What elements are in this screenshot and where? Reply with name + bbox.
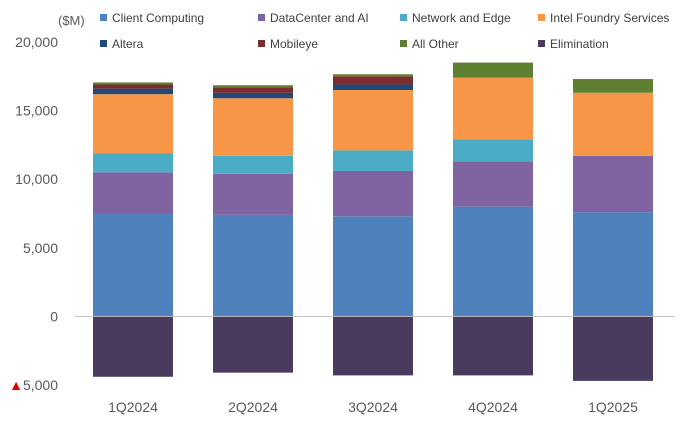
y-axis-unit-label: ($M) xyxy=(58,13,85,28)
bar-intel-foundry-services-3q2024 xyxy=(333,90,413,151)
y-axis: 20,000 15,000 10,000 5,000 0 ▲5,000 xyxy=(9,34,58,393)
legend-swatch-all-other xyxy=(400,40,407,47)
bar-elimination-3q2024 xyxy=(333,316,413,376)
legend-swatch-datacenter-and-ai xyxy=(258,14,265,21)
y-tick-label: 5,000 xyxy=(23,240,58,256)
bar-client-computing-1q2024 xyxy=(93,213,173,317)
legend-label-intel-foundry-services: Intel Foundry Services xyxy=(550,11,669,25)
bar-elimination-1q2024 xyxy=(93,316,173,377)
bars xyxy=(93,62,653,381)
bar-client-computing-1q2025 xyxy=(573,212,653,317)
bar-intel-foundry-services-4q2024 xyxy=(453,77,533,140)
bar-client-computing-3q2024 xyxy=(333,216,413,317)
bar-mobileye-2q2024 xyxy=(213,87,293,93)
bar-intel-foundry-services-1q2025 xyxy=(573,92,653,156)
bar-datacenter-and-ai-3q2024 xyxy=(333,170,413,217)
bar-all-other-1q2025 xyxy=(573,79,653,93)
bar-mobileye-1q2024 xyxy=(93,84,173,89)
bar-elimination-2q2024 xyxy=(213,316,293,373)
bar-elimination-1q2025 xyxy=(573,316,653,381)
bar-datacenter-and-ai-4q2024 xyxy=(453,161,533,207)
legend-label-elimination: Elimination xyxy=(550,37,609,51)
x-tick-label-1q2025: 1Q2025 xyxy=(588,399,638,415)
bar-network-and-edge-1q2024 xyxy=(93,153,173,173)
bar-all-other-4q2024 xyxy=(453,62,533,78)
bar-altera-2q2024 xyxy=(213,92,293,99)
legend-swatch-mobileye xyxy=(258,40,265,47)
bar-altera-1q2024 xyxy=(93,88,173,95)
bar-datacenter-and-ai-2q2024 xyxy=(213,173,293,215)
bar-network-and-edge-3q2024 xyxy=(333,150,413,171)
legend-label-mobileye: Mobileye xyxy=(270,37,318,51)
bar-elimination-4q2024 xyxy=(453,316,533,376)
y-tick-label: 0 xyxy=(50,308,58,324)
legend: Client Computing DataCenter and AI Network… xyxy=(100,11,669,51)
x-tick-label-1q2024: 1Q2024 xyxy=(108,399,158,415)
bar-datacenter-and-ai-1q2024 xyxy=(93,172,173,214)
bar-intel-foundry-services-2q2024 xyxy=(213,98,293,156)
negative-marker: ▲ xyxy=(9,377,23,393)
bar-network-and-edge-4q2024 xyxy=(453,139,533,162)
y-tick-label: 10,000 xyxy=(15,171,58,187)
legend-swatch-altera xyxy=(100,40,107,47)
x-tick-label-4q2024: 4Q2024 xyxy=(468,399,518,415)
bar-mobileye-3q2024 xyxy=(333,76,413,85)
legend-label-altera: Altera xyxy=(112,37,144,51)
bar-intel-foundry-services-1q2024 xyxy=(93,94,173,154)
y-tick-label: 15,000 xyxy=(15,103,58,119)
bar-client-computing-4q2024 xyxy=(453,206,533,317)
legend-label-network-and-edge: Network and Edge xyxy=(412,11,511,25)
x-tick-label-3q2024: 3Q2024 xyxy=(348,399,398,415)
bar-all-other-1q2024 xyxy=(93,82,173,85)
y-tick-label: ▲5,000 xyxy=(9,377,58,393)
legend-label-all-other: All Other xyxy=(412,37,459,51)
legend-swatch-elimination xyxy=(538,40,545,47)
bar-network-and-edge-2q2024 xyxy=(213,155,293,174)
bar-all-other-2q2024 xyxy=(213,85,293,88)
bar-datacenter-and-ai-1q2025 xyxy=(573,155,653,213)
legend-label-datacenter-and-ai: DataCenter and AI xyxy=(270,11,369,25)
legend-swatch-intel-foundry-services xyxy=(538,14,545,21)
bar-altera-3q2024 xyxy=(333,84,413,91)
x-axis: 1Q2024 2Q2024 3Q2024 4Q2024 1Q2025 xyxy=(108,399,638,415)
legend-swatch-client-computing xyxy=(100,14,107,21)
x-tick-label-2q2024: 2Q2024 xyxy=(228,399,278,415)
y-tick-label: 20,000 xyxy=(15,34,58,50)
bar-client-computing-2q2024 xyxy=(213,214,293,317)
bar-all-other-3q2024 xyxy=(333,74,413,77)
legend-swatch-network-and-edge xyxy=(400,14,407,21)
legend-label-client-computing: Client Computing xyxy=(112,11,204,25)
